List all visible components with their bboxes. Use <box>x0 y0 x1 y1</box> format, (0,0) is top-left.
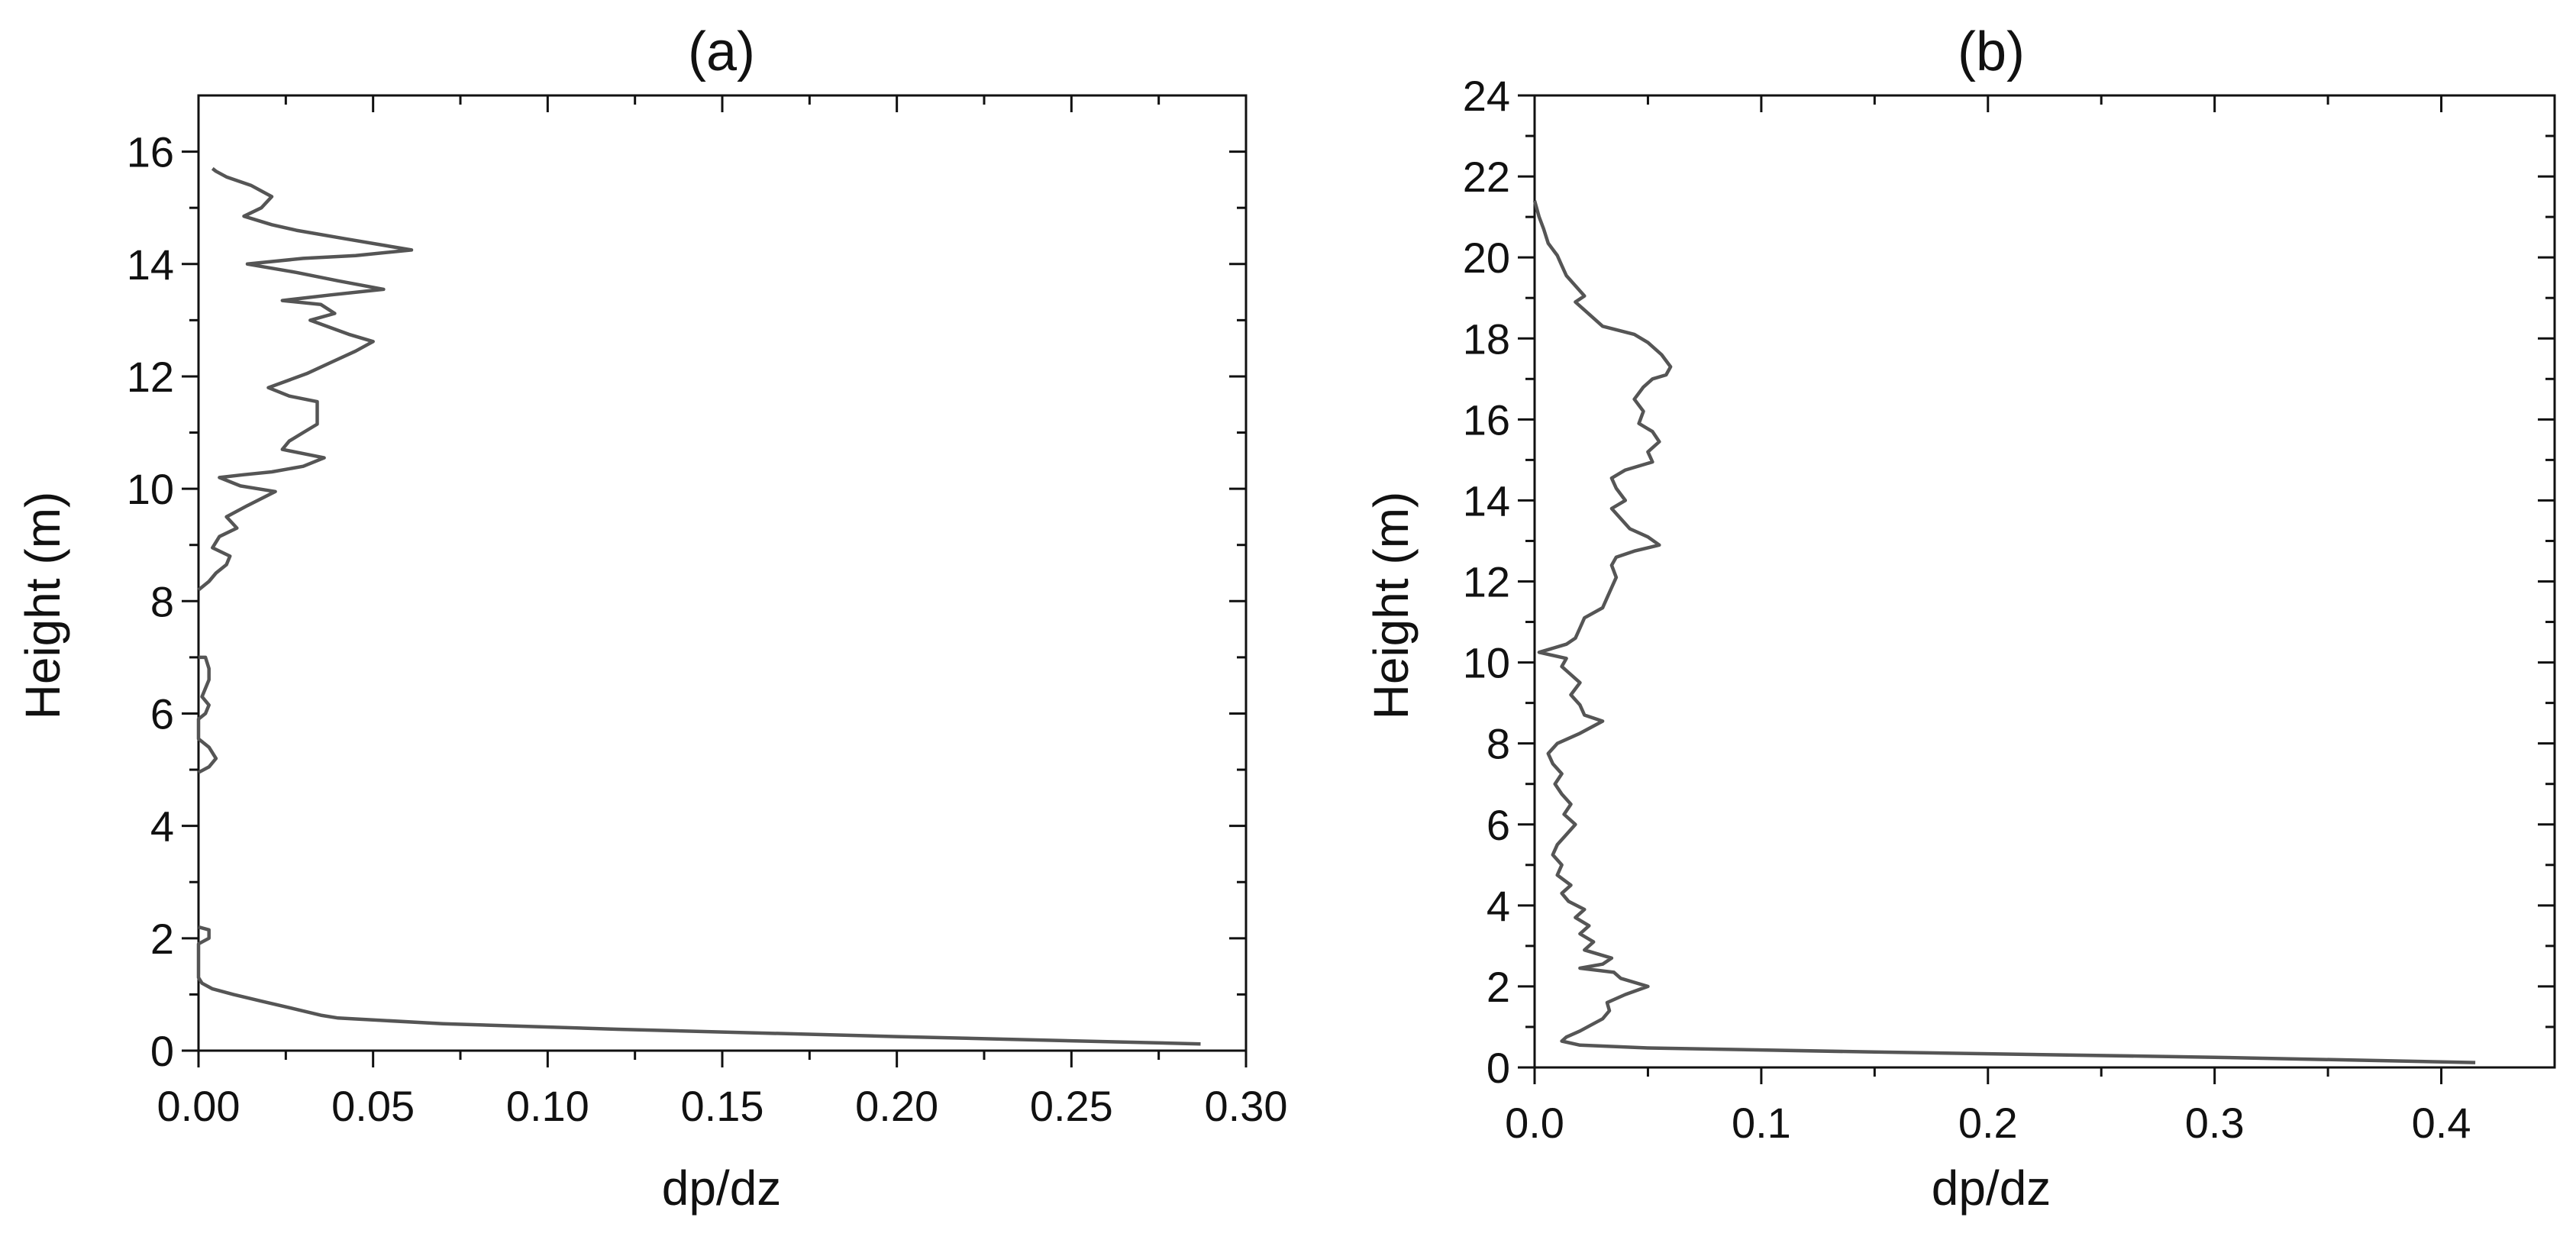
x-tick-label-a: 0.20 <box>855 1082 938 1130</box>
y-tick-label-b: 14 <box>1463 476 1510 525</box>
x-tick-label-b: 0.4 <box>2412 1099 2471 1147</box>
chart-panel-a: (a) dp/dz Height (m) 0.00 0.05 0.10 0.15 0.2… <box>15 21 1288 1216</box>
chart-title-b: (b) <box>1958 21 2025 82</box>
chart-panel-b: (b) dp/dz Height (m) 0.0 0.1 0.2 0.3 0.40246… <box>1364 21 2556 1216</box>
series-line-a-2 <box>197 166 414 592</box>
y-axis-label-b: Height (m) <box>1364 492 1419 720</box>
y-tick-label-a: 4 <box>150 802 174 851</box>
y-tick-label-a: 10 <box>127 465 174 513</box>
x-tick-label-a: 0.25 <box>1030 1082 1113 1130</box>
y-tick-label-a: 2 <box>150 915 174 963</box>
y-tick-label-a: 8 <box>150 577 174 625</box>
x-tick-label-a: 0.15 <box>681 1082 764 1130</box>
y-tick-label-b: 20 <box>1463 234 1510 282</box>
y-tick-label-a: 0 <box>150 1027 174 1075</box>
y-axis-label-a: Height (m) <box>15 492 70 720</box>
x-axis-label-b: dp/dz <box>1932 1161 2051 1216</box>
y-tick-label-b: 22 <box>1463 153 1510 201</box>
y-tick-label-b: 6 <box>1487 801 1510 849</box>
y-tick-label-a: 6 <box>150 689 174 738</box>
y-tick-label-b: 24 <box>1463 72 1510 120</box>
series-line-a-1 <box>196 655 218 774</box>
plot-frame-b <box>1533 94 2556 1069</box>
x-tick-label-a: 0.00 <box>157 1082 240 1130</box>
x-tick-label-b: 0.3 <box>2185 1099 2245 1147</box>
x-tick-label-a: 0.10 <box>506 1082 589 1130</box>
x-tick-label-a: 0.30 <box>1205 1082 1288 1130</box>
series-line-a-0 <box>196 925 1201 1046</box>
y-tick-label-b: 18 <box>1463 315 1510 363</box>
y-tick-label-b: 2 <box>1487 963 1510 1011</box>
y-tick-label-a: 14 <box>127 241 174 289</box>
x-tick-label-a: 0.05 <box>331 1082 415 1130</box>
y-tick-label-a: 16 <box>127 128 174 176</box>
y-tick-label-a: 12 <box>127 353 174 401</box>
y-tick-label-b: 12 <box>1463 558 1510 606</box>
x-tick-label-b: 0.0 <box>1505 1099 1564 1147</box>
series-line-b-0 <box>1532 200 2476 1064</box>
x-tick-label-b: 0.1 <box>1732 1099 1791 1147</box>
x-axis-label-a: dp/dz <box>662 1161 782 1216</box>
y-tick-label-b: 0 <box>1487 1044 1510 1092</box>
y-tick-label-b: 16 <box>1463 396 1510 444</box>
y-tick-label-b: 10 <box>1463 639 1510 687</box>
y-tick-label-b: 4 <box>1487 882 1510 930</box>
plot-frame-a <box>197 94 1248 1052</box>
chart-title-a: (a) <box>688 21 755 82</box>
y-tick-label-b: 8 <box>1487 720 1510 768</box>
x-tick-label-b: 0.2 <box>1958 1099 2018 1147</box>
